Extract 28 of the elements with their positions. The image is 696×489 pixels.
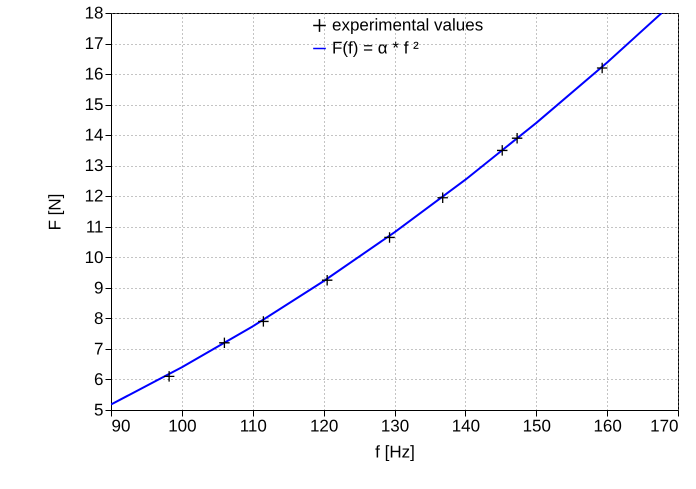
x-tick-label: 90: [112, 416, 130, 436]
y-tick-label: 11: [86, 217, 104, 236]
x-axis-title: f [Hz]: [375, 442, 415, 462]
y-tick-label: 7: [94, 339, 104, 358]
line-series: [111, 13, 663, 406]
y-axis-title: F [N]: [46, 194, 65, 230]
x-tick-label: 100: [168, 416, 197, 436]
legend-label: F(f) = α * f ²: [332, 38, 420, 58]
legend-label: experimental values: [332, 16, 484, 34]
y-tick-label: 14: [84, 126, 104, 145]
x-tick-label: 160: [593, 416, 622, 436]
y-tick-label: 9: [94, 278, 104, 298]
x-tick-label: 170: [650, 416, 678, 436]
y-tick-label: 17: [84, 34, 104, 54]
x-tick-label: 140: [452, 416, 480, 436]
x-tick-label: 130: [380, 416, 410, 436]
y-tick-label: 13: [84, 156, 104, 176]
y-tick-label: 12: [84, 186, 104, 206]
y-tick-label: 6: [94, 370, 104, 389]
y-tick-label: 10: [84, 248, 104, 267]
x-tick-label: 120: [310, 416, 338, 436]
x-tick-label: 150: [522, 416, 551, 436]
y-tick-label: 18: [84, 4, 104, 22]
y-tick-label: 5: [94, 400, 104, 420]
y-tick-label: 16: [84, 64, 104, 84]
x-tick-label: 110: [240, 416, 267, 436]
y-tick-label: 15: [84, 95, 104, 114]
y-tick-label: 8: [94, 308, 104, 328]
